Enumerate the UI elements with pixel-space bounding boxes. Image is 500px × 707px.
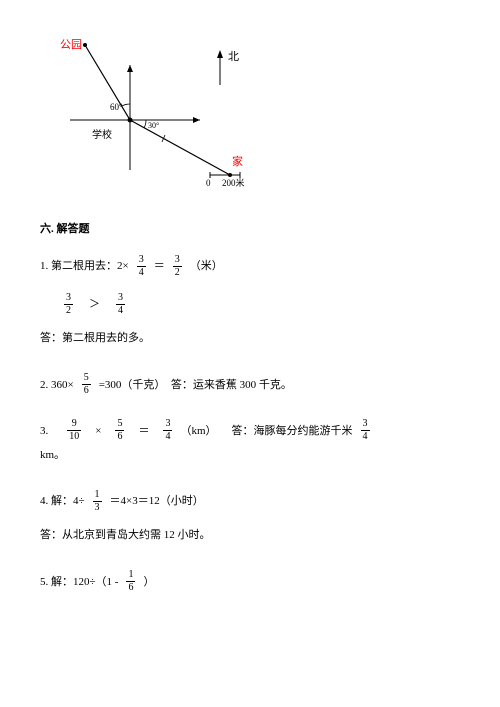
- label-scale-right: 200米: [222, 177, 245, 188]
- problem-2: 2. 360× 5 6 =300（千克） 答：运来香蕉 300 千克。: [40, 373, 460, 397]
- p4-answer: 答：从北京到青岛大约需 12 小时。: [40, 523, 460, 547]
- direction-diagram: 公园 家 北 学校 60° 30° 0 200米: [40, 20, 280, 190]
- p1-cmp-f2: 3 4: [116, 293, 125, 316]
- problem-4: 4. 解：4÷ 1 3 ＝4×3＝12（小时） 答：从北京到青岛大约需 12 小…: [40, 489, 460, 547]
- p1-answer: 答：第二根用去的多。: [40, 326, 460, 350]
- p3-f3: 3 4: [163, 419, 172, 442]
- p2-frac: 5 6: [82, 373, 91, 396]
- problem-1: 1. 第二根用去：2× 3 4 ＝ 3 2 （米） 3 2 ＞ 3 4 答：第二…: [40, 254, 460, 351]
- p1-cmp-f1: 3 2: [64, 293, 73, 316]
- diagram-svg: 公园 家 北 学校 60° 30° 0 200米: [40, 20, 280, 190]
- p3-f1: 9 10: [67, 419, 81, 442]
- problem-5: 5. 解：120÷（1 - 1 6 ）: [40, 570, 460, 594]
- label-park: 公园: [60, 38, 82, 51]
- p4-prefix: 4. 解：4÷: [40, 489, 85, 513]
- problem-3: 3. 9 10 × 5 6 ＝ 3 4 （km） 答：海豚每分约能游千米 3 4…: [40, 419, 460, 467]
- p4-frac: 1 3: [93, 490, 102, 513]
- p3-eq: ＝: [138, 419, 149, 443]
- p5-frac: 1 6: [126, 570, 135, 593]
- p3-prefix: 3.: [40, 419, 59, 443]
- label-angle30: 30°: [148, 121, 159, 130]
- p3-f4: 3 4: [361, 419, 370, 442]
- p1-unit: （米）: [190, 254, 223, 278]
- p4-rest: ＝4×3＝12（小时）: [110, 489, 204, 513]
- section-title: 六. 解答题: [40, 220, 460, 236]
- p3-f2: 5 6: [115, 419, 124, 442]
- p5-prefix: 5. 解：120÷（1 -: [40, 570, 118, 594]
- label-school: 学校: [92, 128, 112, 141]
- label-angle60: 60°: [110, 102, 123, 112]
- p3-times: ×: [95, 419, 101, 443]
- label-home: 家: [232, 154, 243, 168]
- label-scale-zero: 0: [206, 178, 211, 188]
- label-north: 北: [228, 50, 239, 63]
- p3-unit: （km）: [180, 419, 216, 443]
- p1-eq: ＝: [154, 254, 165, 278]
- p1-prefix: 1. 第二根用去：2×: [40, 254, 129, 278]
- p3-ans-prefix: 答：海豚每分约能游千米: [221, 419, 353, 443]
- p1-frac1: 3 4: [137, 255, 146, 278]
- p5-suffix: ）: [143, 570, 154, 594]
- p2-rest: =300（千克） 答：运来香蕉 300 千克。: [99, 373, 292, 397]
- p2-prefix: 2. 360×: [40, 373, 74, 397]
- p1-frac2: 3 2: [173, 255, 182, 278]
- p1-cmp-op: ＞: [89, 292, 100, 316]
- p3-tail: km。: [40, 443, 65, 467]
